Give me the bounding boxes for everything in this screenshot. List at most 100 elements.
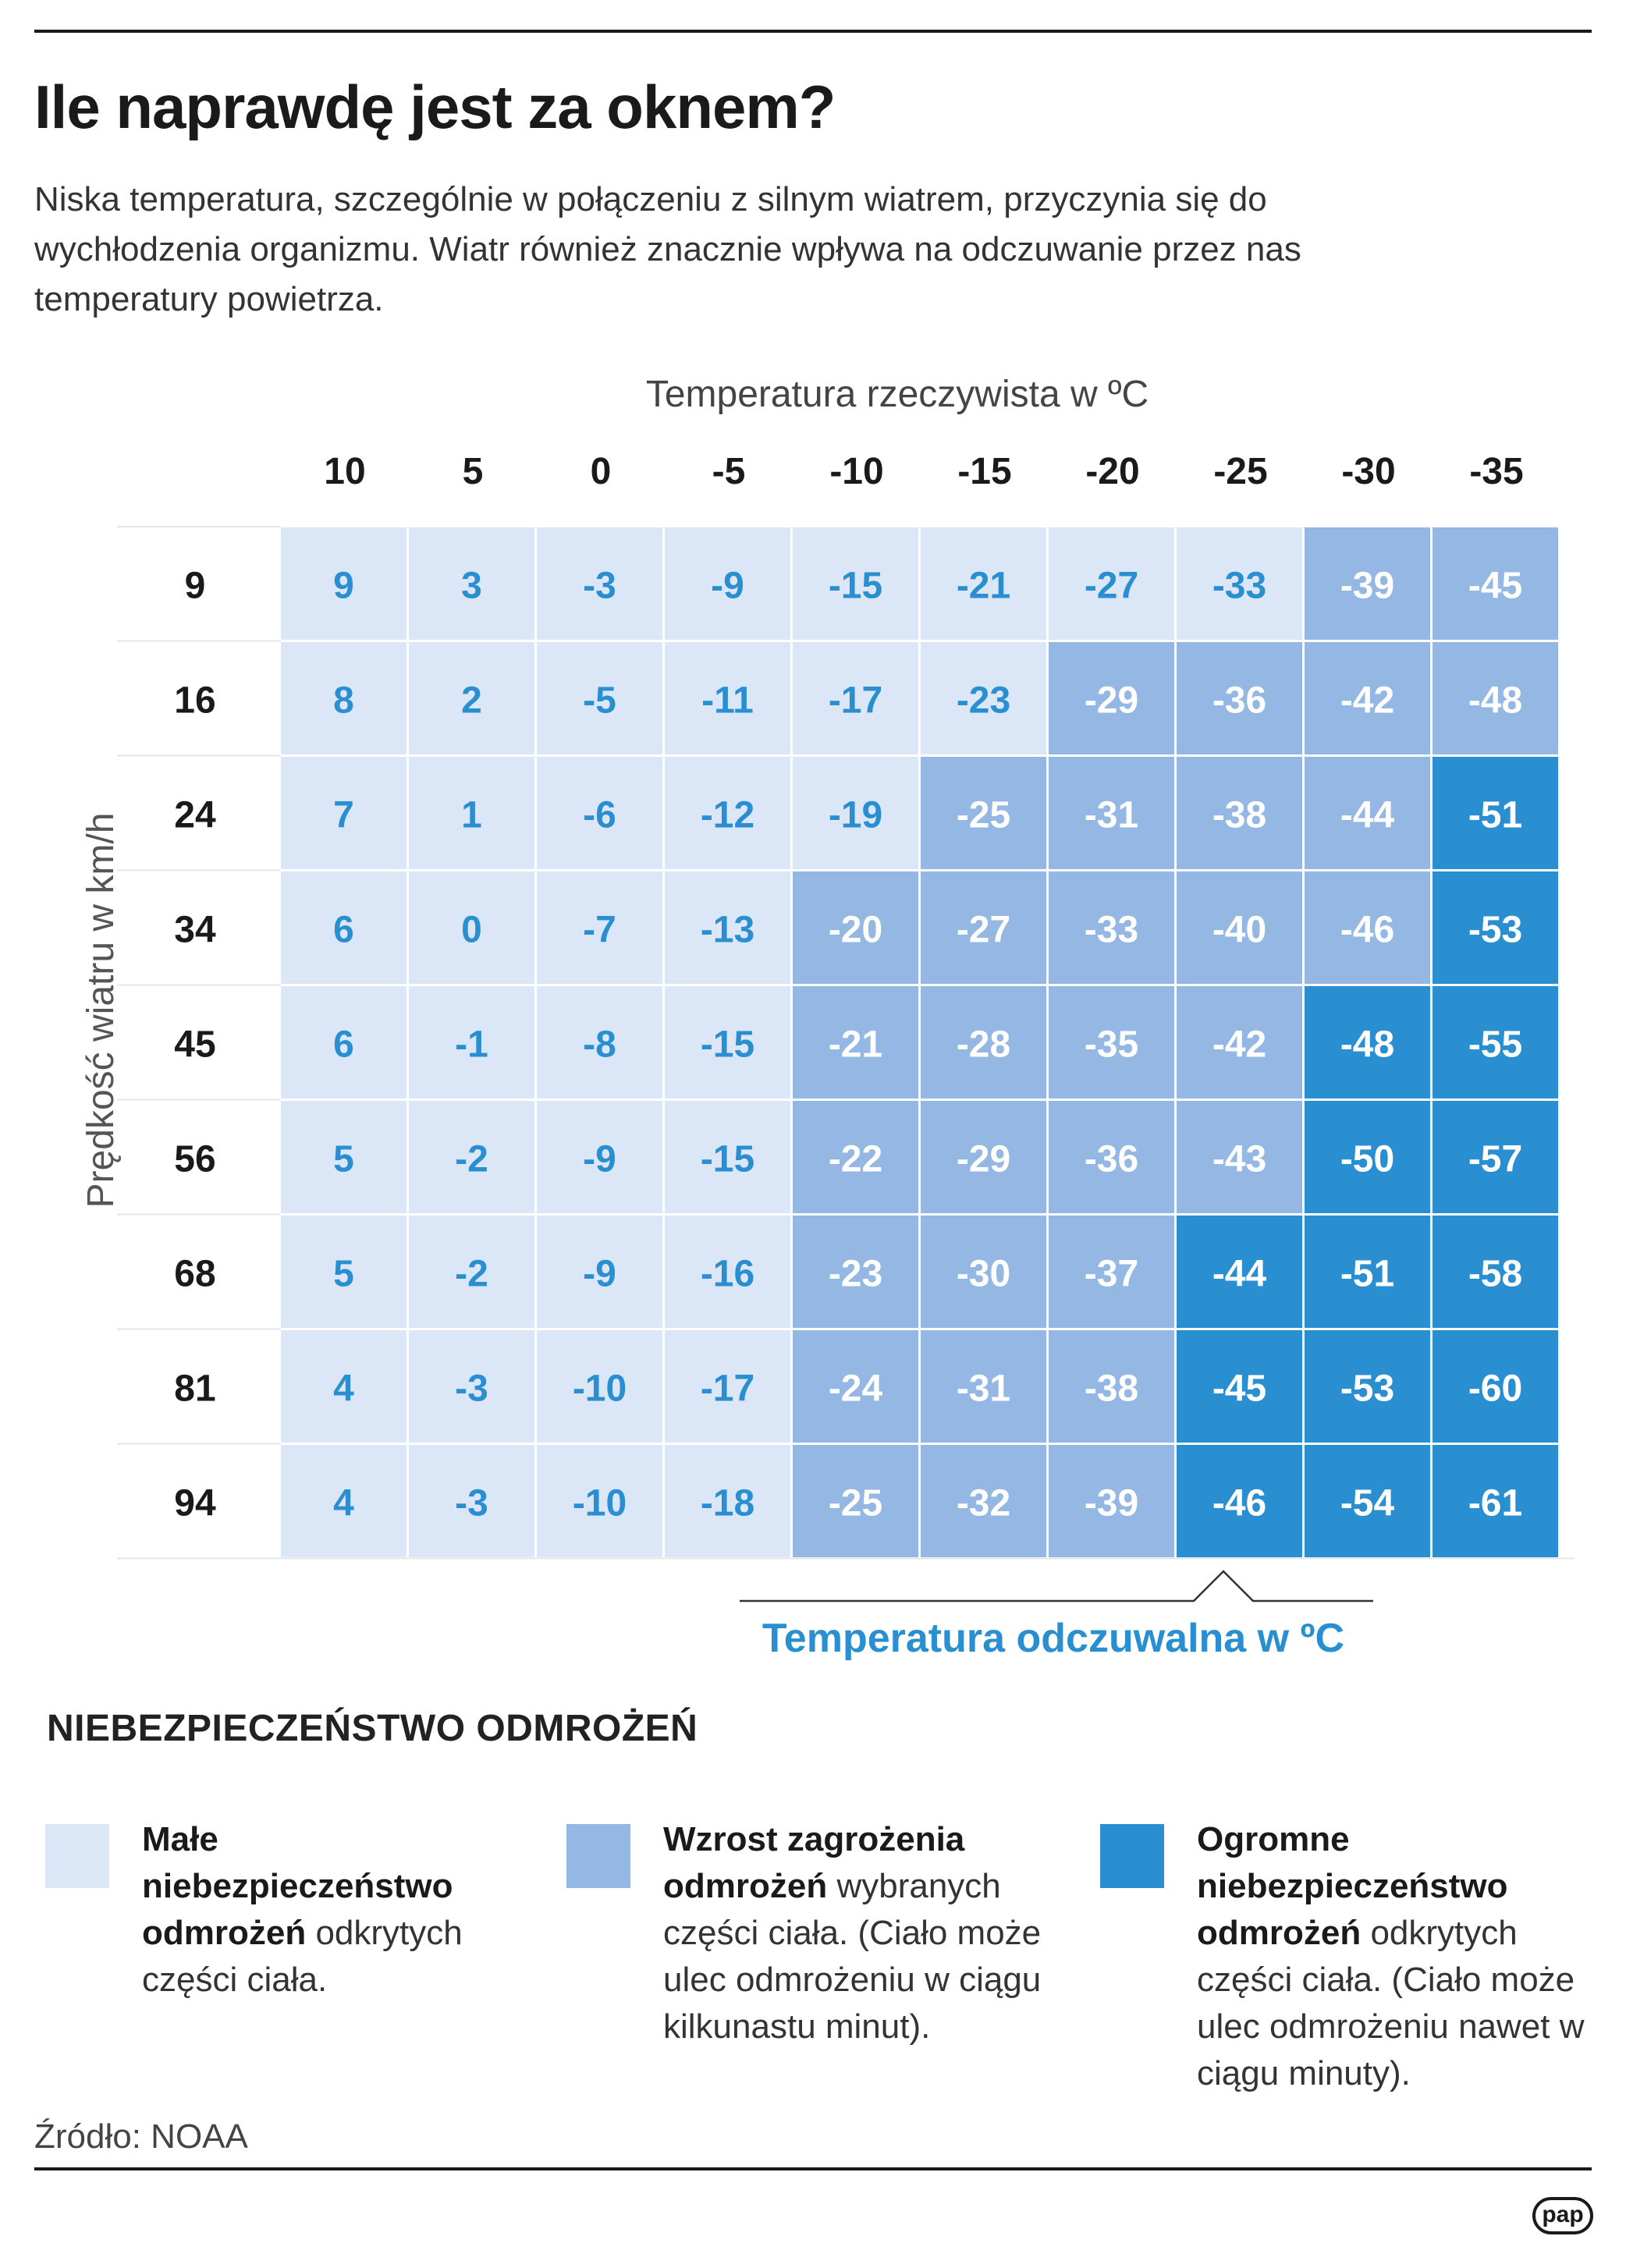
table-cell (665, 527, 790, 640)
cell-value: -25 (957, 795, 1010, 836)
table-cell (409, 642, 534, 754)
row-header: 34 (174, 910, 216, 951)
column-header: -15 (957, 451, 1011, 492)
cell-value: 0 (461, 910, 482, 951)
cell-value: 6 (333, 1024, 354, 1066)
table-cell (793, 757, 918, 869)
table-cell (537, 986, 662, 1099)
cell-value: -17 (829, 680, 882, 722)
x-axis-label: Temperatura rzeczywista w ºC (645, 374, 1149, 415)
row-header: 56 (174, 1139, 215, 1180)
row-header: 94 (174, 1483, 216, 1524)
table-cell (793, 1216, 918, 1328)
table-cell (409, 1445, 534, 1557)
table-cell (921, 986, 1046, 1099)
table-cell (537, 1330, 662, 1443)
table-cell (409, 871, 534, 984)
table-cell (1177, 986, 1302, 1099)
bottom-rule (34, 2167, 1592, 2170)
table-cell (793, 1445, 918, 1557)
cell-value: -18 (701, 1483, 754, 1524)
cell-value: -23 (957, 680, 1010, 722)
table-cell (1177, 1216, 1302, 1328)
table-cell (1305, 757, 1430, 869)
table-cell (409, 1216, 534, 1328)
source-note: Źródło: NOAA (34, 2117, 248, 2156)
cell-value: -42 (1212, 1024, 1266, 1066)
table-cell (1177, 757, 1302, 869)
page-title: Ile naprawdę jest za oknem? (34, 73, 836, 141)
table-cell (921, 642, 1046, 754)
table-cell (409, 757, 534, 869)
table-cell (409, 1101, 534, 1213)
cell-value: -46 (1340, 910, 1394, 951)
cell-value: -27 (1085, 566, 1138, 607)
table-cell (665, 1330, 790, 1443)
table-cell (1433, 986, 1558, 1099)
cell-value: -15 (701, 1024, 754, 1066)
legend-swatch-medium (566, 1824, 630, 1888)
cell-value: 8 (333, 680, 354, 722)
row-header: 16 (174, 680, 215, 722)
cell-value: -31 (1085, 795, 1138, 836)
cell-value: -44 (1340, 795, 1395, 836)
column-header: -5 (712, 451, 746, 492)
cell-value: -60 (1468, 1368, 1522, 1410)
table-cell (921, 871, 1046, 984)
cell-value: 4 (333, 1368, 354, 1410)
top-rule (34, 30, 1592, 33)
table-cell (1049, 757, 1174, 869)
table-cell (1433, 642, 1558, 754)
table-cell (1177, 1101, 1302, 1213)
cell-value: -40 (1212, 910, 1266, 951)
table-cell (281, 871, 406, 984)
table-cell (537, 757, 662, 869)
legend-text-high: Ogromne niebezpieczeństwo odmrożeń odkry… (1197, 1820, 1585, 2092)
cell-value: -13 (701, 910, 754, 951)
cell-value: -15 (701, 1139, 754, 1180)
table-cell (1049, 1101, 1174, 1213)
cell-value: -24 (829, 1368, 883, 1410)
cell-value: 4 (333, 1483, 354, 1524)
table-cell (1433, 1101, 1558, 1213)
table-cell (1305, 986, 1430, 1099)
feel-temperature-label: Temperatura odczuwalna w ºC (762, 1616, 1345, 1661)
cell-value: -10 (573, 1368, 627, 1410)
table-cell (281, 642, 406, 754)
table-cell (1049, 1216, 1174, 1328)
cell-value: -10 (573, 1483, 627, 1524)
table-cell (537, 871, 662, 984)
cell-value: -2 (455, 1254, 488, 1295)
table-cell (793, 642, 918, 754)
legend-swatch-high (1100, 1824, 1164, 1888)
cell-value: 3 (461, 566, 482, 607)
column-header: -30 (1341, 451, 1395, 492)
table-cell (1177, 871, 1302, 984)
table-cell (793, 1101, 918, 1213)
cell-value: -9 (711, 566, 744, 607)
table-cell (281, 527, 406, 640)
cell-value: -19 (829, 795, 882, 836)
table-cell (1177, 1330, 1302, 1443)
row-header: 9 (185, 566, 206, 607)
legend-title: NIEBEZPIECZEŃSTWO ODMROŻEŃ (47, 1708, 698, 1749)
cell-value: -11 (701, 680, 754, 722)
table-cell (281, 1101, 406, 1213)
cell-value: -15 (829, 566, 882, 607)
table-cell (1433, 757, 1558, 869)
cell-value: 9 (333, 566, 354, 607)
table-cell (665, 1101, 790, 1213)
column-header: -10 (829, 451, 883, 492)
table-cell (1177, 642, 1302, 754)
column-header: -25 (1213, 451, 1267, 492)
table-cell (1305, 1330, 1430, 1443)
table-cell (1305, 527, 1430, 640)
table-cell (921, 1101, 1046, 1213)
table-cell (1049, 527, 1174, 640)
cell-value: 7 (333, 795, 354, 836)
cell-value: -45 (1212, 1368, 1266, 1410)
cell-value: -2 (455, 1139, 488, 1180)
cell-value: -44 (1212, 1254, 1267, 1295)
cell-value: -28 (957, 1024, 1010, 1066)
table-cell (281, 986, 406, 1099)
